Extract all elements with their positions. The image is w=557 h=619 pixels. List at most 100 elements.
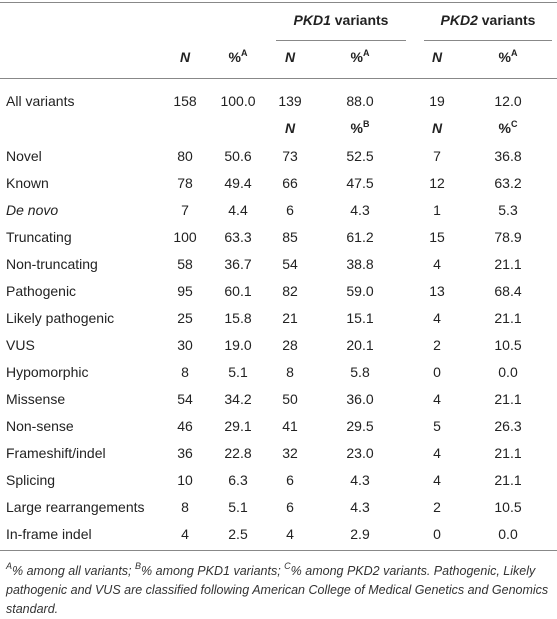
pct-symbol: % (350, 120, 363, 136)
cell-value: 32 (282, 445, 298, 461)
cell-value: 21.1 (494, 256, 522, 272)
cell-value: 0 (433, 364, 441, 380)
cell-value: 23.0 (346, 445, 374, 461)
cell-value: 4 (181, 526, 189, 542)
cell-value: 6 (286, 499, 294, 515)
row-label: De novo (6, 202, 59, 218)
cell-value: 7 (433, 148, 441, 164)
cell-value: 63.2 (494, 175, 522, 191)
row-label: Known (6, 175, 49, 191)
footnote: A% among all variants; B% among PKD1 var… (6, 562, 551, 619)
cell-value: 26.3 (494, 418, 522, 434)
cell-value: 15.1 (346, 310, 374, 326)
rule (0, 550, 557, 551)
cell-value: 47.5 (346, 175, 374, 191)
cell-value: 46 (177, 418, 193, 434)
cell-value: 36 (177, 445, 193, 461)
cell-value: 8 (181, 364, 189, 380)
row-label: Likely pathogenic (6, 310, 115, 326)
cell-value: 4 (286, 526, 294, 542)
cell-value: 21.1 (494, 472, 522, 488)
cell-value: 4 (433, 472, 441, 488)
cell-value: 58 (177, 256, 193, 272)
superscript: C (284, 561, 291, 571)
superscript: B (362, 119, 370, 129)
cell-value: 6 (286, 472, 294, 488)
cell-value: 50.6 (224, 148, 252, 164)
cell-value: 60.1 (224, 283, 252, 299)
cell-value: 78.9 (494, 229, 522, 245)
cell-value: 5 (433, 418, 441, 434)
rule (0, 78, 557, 79)
cell-value: 52.5 (346, 148, 374, 164)
n-header: N (431, 49, 443, 65)
pct-symbol: % (228, 49, 241, 65)
cell-value: 29.5 (346, 418, 374, 434)
n-header: N (431, 120, 443, 136)
cell-value: 139 (278, 93, 302, 109)
row-label: Non-sense (6, 418, 74, 434)
cell-value: 10.5 (494, 499, 522, 515)
group-header: PKD2 variants (441, 11, 536, 29)
cell-value: 66 (282, 175, 298, 191)
gene-name: PKD2 (440, 12, 478, 28)
pct-header: %B (351, 119, 370, 137)
cell-value: 63.3 (224, 229, 252, 245)
cell-value: 49.4 (224, 175, 252, 191)
row-label: Frameshift/indel (6, 445, 106, 461)
row-label: Splicing (6, 472, 56, 488)
cell-value: 80 (177, 148, 193, 164)
cell-value: 4.3 (350, 499, 370, 515)
cell-value: 4.4 (228, 202, 248, 218)
superscript: A (240, 48, 248, 58)
cell-value: 0.0 (498, 364, 518, 380)
cell-value: 22.8 (224, 445, 252, 461)
cell-value: 4.3 (350, 472, 370, 488)
cell-value: 59.0 (346, 283, 374, 299)
cell-value: 4 (433, 256, 441, 272)
superscript: C (510, 119, 518, 129)
cell-value: 15.8 (224, 310, 252, 326)
superscript: A (510, 48, 518, 58)
row-label: Truncating (6, 229, 72, 245)
cell-value: 38.8 (346, 256, 374, 272)
cell-value: 2 (433, 499, 441, 515)
superscript: A (362, 48, 370, 58)
cell-value: 19.0 (224, 337, 252, 353)
cell-value: 12 (429, 175, 445, 191)
n-header: N (179, 49, 191, 65)
row-label: All variants (6, 93, 75, 109)
cell-value: 20.1 (346, 337, 374, 353)
cell-value: 34.2 (224, 391, 252, 407)
rule (276, 40, 406, 41)
rule (424, 40, 552, 41)
group-header: PKD1 variants (294, 11, 389, 29)
row-label: In-frame indel (6, 526, 92, 542)
row-label: Non-truncating (6, 256, 98, 272)
row-label: Large rearrangements (6, 499, 145, 515)
cell-value: 100.0 (220, 93, 256, 109)
cell-value: 13 (429, 283, 445, 299)
cell-value: 36.0 (346, 391, 374, 407)
row-label: Pathogenic (6, 283, 77, 299)
row-label: Hypomorphic (6, 364, 89, 380)
group-label: variants (334, 12, 389, 28)
cell-value: 85 (282, 229, 298, 245)
pct-header: %A (351, 48, 370, 66)
cell-value: 1 (433, 202, 441, 218)
cell-value: 4 (433, 445, 441, 461)
superscript: A (6, 561, 13, 571)
rule (0, 2, 557, 3)
cell-value: 21.1 (494, 445, 522, 461)
cell-value: 4 (433, 310, 441, 326)
cell-value: 21.1 (494, 391, 522, 407)
cell-value: 2 (433, 337, 441, 353)
pct-header: %C (499, 119, 518, 137)
cell-value: 2.9 (350, 526, 370, 542)
cell-value: 4.3 (350, 202, 370, 218)
cell-value: 5.8 (350, 364, 370, 380)
cell-value: 88.0 (346, 93, 374, 109)
cell-value: 5.3 (498, 202, 518, 218)
pct-symbol: % (498, 49, 511, 65)
cell-value: 61.2 (346, 229, 374, 245)
